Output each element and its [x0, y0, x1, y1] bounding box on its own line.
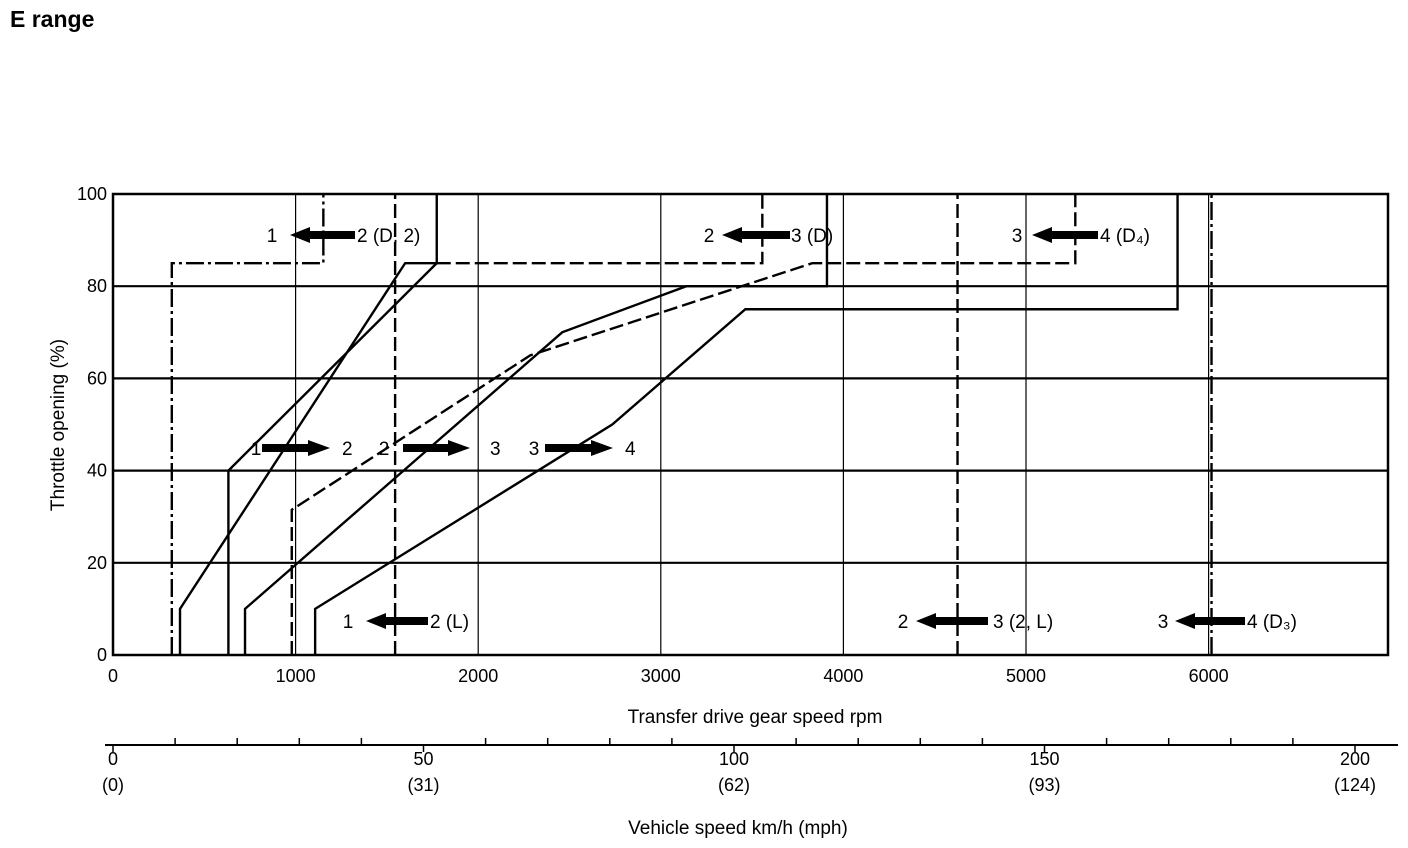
x-axis-label: Transfer drive gear speed rpm: [628, 707, 883, 728]
shift-annotation: 3 4 (D₃): [1158, 612, 1297, 633]
y-tick-label: 0: [97, 645, 107, 665]
arrow-left-icon: [916, 613, 988, 629]
gear-from-label: 3: [1012, 226, 1023, 247]
x-tick-label: 6000: [1189, 666, 1229, 686]
arrow-left-icon: [1175, 613, 1245, 629]
gear-to-label: 3 (2, L): [993, 612, 1053, 633]
x-tick-label: 5000: [1006, 666, 1046, 686]
y-tick-label: 60: [87, 368, 107, 388]
arrow-right-icon: [262, 440, 330, 456]
gear-to-label: 2 (L): [430, 612, 469, 633]
gear-to-label: 3: [490, 439, 501, 460]
vehicle-speed-axis: 0 (0) 50 (31) 100 (62) 150 (93) 200 (124): [102, 738, 1398, 795]
speed-kmh-label: 0: [108, 749, 118, 769]
shift-line: [436, 194, 764, 265]
arrow-left-icon: [1032, 227, 1098, 243]
arrow-left-icon: [290, 227, 355, 243]
x-tick-label: 1000: [276, 666, 316, 686]
shift-lines: [170, 194, 1213, 655]
gear-from-label: 3: [1158, 612, 1169, 633]
y-tick-label: 100: [77, 184, 107, 204]
shift-annotation: 3 4 (D₄): [1012, 226, 1150, 247]
speed-mph-label: (31): [407, 775, 439, 795]
chart-title: E range: [10, 6, 95, 32]
gear-to-label: 2: [342, 439, 353, 460]
shift-line: [243, 194, 829, 655]
gear-to-label: 4: [625, 439, 636, 460]
x-tick-label: 2000: [458, 666, 498, 686]
gear-from-label: 2: [898, 612, 909, 633]
gear-to-label: 4 (D₄): [1100, 226, 1150, 247]
tick-labels: 0 1000 2000 3000 4000 5000 6000 0 20 40 60 80 100: [77, 184, 1229, 686]
gear-to-label: 2 (D, 2): [357, 226, 420, 247]
shift-annotation: 1 2 (L): [343, 612, 469, 633]
speed-mph-label: (93): [1028, 775, 1060, 795]
shift-annotation: 2 3 (2, L): [898, 612, 1053, 633]
gear-from-label: 1: [267, 226, 278, 247]
y-tick-label: 40: [87, 461, 107, 481]
speed-kmh-label: 200: [1340, 749, 1370, 769]
gear-to-label: 4 (D₃): [1247, 612, 1297, 633]
arrow-left-icon: [366, 613, 428, 629]
x-tick-label: 3000: [641, 666, 681, 686]
shift-annotation: 1 2 (D, 2): [267, 226, 421, 247]
speed-kmh-label: 50: [413, 749, 433, 769]
shift-line: [290, 194, 1077, 655]
shift-annotation: 2 3 (D): [704, 226, 834, 247]
shift-line: [170, 194, 325, 655]
gear-from-label: 1: [251, 439, 262, 460]
gear-from-label: 2: [379, 439, 390, 460]
arrow-right-icon: [545, 440, 613, 456]
gear-from-label: 1: [343, 612, 354, 633]
arrow-left-icon: [722, 227, 790, 243]
shift-line: [313, 194, 1179, 655]
y-axis-label: Throttle opening (%): [48, 339, 69, 511]
arrow-right-icon: [403, 440, 470, 456]
speed-mph-label: (0): [102, 775, 124, 795]
gear-from-label: 2: [704, 226, 715, 247]
speed-mph-label: (124): [1334, 775, 1376, 795]
speed-kmh-label: 100: [719, 749, 749, 769]
speed-mph-label: (62): [718, 775, 750, 795]
gear-to-label: 3 (D): [791, 226, 833, 247]
shift-line: [227, 262, 438, 655]
gear-from-label: 3: [529, 439, 540, 460]
shift-line: [178, 194, 438, 655]
plot-frame: [111, 192, 1390, 657]
speed-kmh-label: 150: [1029, 749, 1059, 769]
y-tick-label: 80: [87, 276, 107, 296]
x-tick-label: 4000: [823, 666, 863, 686]
y-tick-label: 20: [87, 553, 107, 573]
secondary-x-axis-label: Vehicle speed km/h (mph): [628, 818, 848, 839]
x-tick-label: 0: [108, 666, 118, 686]
